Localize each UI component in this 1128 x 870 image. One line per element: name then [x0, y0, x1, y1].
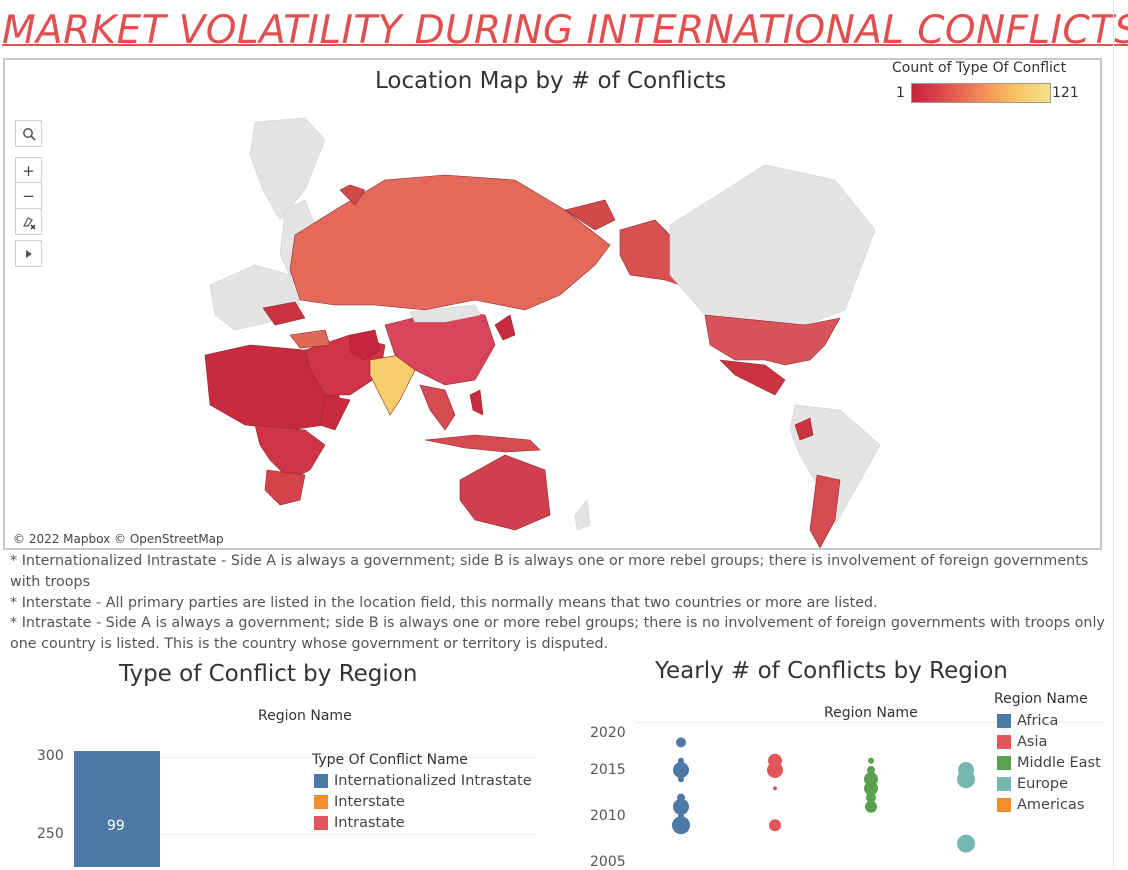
- scatter-chart-title: Yearly # of Conflicts by Region: [655, 658, 1008, 684]
- legend-label: Europe: [1017, 776, 1068, 792]
- russia: [289, 174, 611, 311]
- scatter-point-middle-east[interactable]: [865, 800, 877, 813]
- map-legend-title: Count of Type Of Conflict: [892, 60, 1067, 76]
- colombia: [794, 417, 814, 441]
- legend-swatch: [997, 735, 1011, 749]
- mongolia: [409, 304, 481, 323]
- legend-swatch: [997, 756, 1011, 770]
- legend-swatch: [314, 816, 328, 830]
- scatter-point-asia[interactable]: [773, 786, 777, 791]
- scatter-point-africa[interactable]: [676, 737, 686, 748]
- scatter-point-asia[interactable]: [767, 762, 783, 778]
- bar-column-header: Region Name: [258, 708, 352, 724]
- map-attribution[interactable]: © 2022 Mapbox © OpenStreetMap: [11, 532, 226, 546]
- gridline: [70, 834, 535, 835]
- bar-chart-title: Type of Conflict by Region: [119, 661, 418, 687]
- bar-data-label: 99: [107, 818, 125, 834]
- legend-label: Asia: [1017, 734, 1048, 750]
- scatter-point-middle-east[interactable]: [864, 781, 878, 796]
- scatter-point-africa[interactable]: [678, 826, 684, 833]
- horn-of-africa: [319, 394, 351, 431]
- page-title: MARKET VOLATILITY DURING INTERNATIONAL C…: [2, 8, 1128, 53]
- legend-swatch: [997, 777, 1011, 791]
- scatter-point-europe[interactable]: [957, 834, 975, 853]
- zoom-out-icon[interactable]: −: [15, 182, 42, 209]
- scatter-point-africa[interactable]: [673, 798, 689, 815]
- bar-legend-title: Type Of Conflict Name: [312, 752, 468, 768]
- y-tick-label: 2010: [590, 808, 626, 824]
- chukotka: [564, 199, 616, 231]
- legend-item-interstate[interactable]: Interstate: [314, 794, 405, 810]
- y-tick-label: 250: [37, 826, 64, 842]
- gridline: [636, 722, 1106, 723]
- legend-label: Interstate: [334, 794, 405, 810]
- legend-label: Middle East: [1017, 755, 1101, 771]
- legend-item-middle-east[interactable]: Middle East: [997, 755, 1101, 771]
- southern-africa: [264, 469, 306, 506]
- world-map[interactable]: [5, 60, 1100, 548]
- philippines: [469, 389, 484, 416]
- note-intrastate: * Intrastate - Side A is always a govern…: [10, 615, 1105, 653]
- legend-label: Americas: [1017, 797, 1085, 813]
- central-africa: [254, 424, 326, 481]
- scatter-point-africa[interactable]: [672, 816, 690, 835]
- definitions-notes: * Internationalized Intrastate - Side A …: [10, 551, 1108, 655]
- legend-label: Intrastate: [334, 815, 405, 831]
- australia: [459, 454, 551, 531]
- scatter-point-middle-east[interactable]: [868, 757, 874, 764]
- legend-swatch: [314, 795, 328, 809]
- bar-internationalized-intrastate[interactable]: [74, 750, 160, 867]
- zoom-in-icon[interactable]: +: [15, 157, 42, 184]
- divider: [1113, 0, 1114, 867]
- scatter-point-africa[interactable]: [673, 762, 689, 778]
- map-title: Location Map by # of Conflicts: [375, 68, 727, 94]
- pin-clear-icon[interactable]: [15, 208, 42, 235]
- play-icon[interactable]: [15, 240, 42, 267]
- scatter-column-header: Region Name: [824, 705, 918, 721]
- scatter-point-asia[interactable]: [769, 819, 781, 832]
- map-panel[interactable]: Location Map by # of Conflicts Count of …: [3, 58, 1102, 550]
- mexico: [719, 359, 786, 396]
- note-internationalized: * Internationalized Intrastate - Side A …: [10, 553, 1089, 590]
- southeast-asia: [419, 384, 456, 431]
- gridline: [70, 757, 535, 758]
- scatter-point-middle-east[interactable]: [866, 792, 876, 803]
- y-tick-label: 2015: [590, 762, 626, 778]
- scatter-point-europe[interactable]: [957, 770, 975, 789]
- arctic-islands: [339, 184, 366, 206]
- canada: [669, 164, 876, 326]
- ukraine: [262, 301, 306, 326]
- new-zealand: [574, 499, 591, 531]
- legend-item-africa[interactable]: Africa: [997, 713, 1058, 729]
- legend-label: Africa: [1017, 713, 1059, 729]
- legend-item-intrastate[interactable]: Intrastate: [314, 815, 405, 831]
- map-color-gradient: [911, 83, 1051, 103]
- usa: [704, 314, 841, 366]
- y-tick-label: 2020: [590, 725, 626, 741]
- map-legend-min: 1: [896, 85, 905, 101]
- greenland: [249, 117, 326, 221]
- legend-swatch: [997, 714, 1011, 728]
- scatter-plot-area: [672, 737, 975, 853]
- legend-swatch: [314, 774, 328, 788]
- search-icon[interactable]: [15, 120, 42, 147]
- legend-label: Internationalized Intrastate: [334, 773, 532, 789]
- argentina: [809, 474, 841, 548]
- japan: [494, 314, 516, 341]
- note-interstate: * Interstate - All primary parties are l…: [10, 594, 878, 611]
- legend-item-asia[interactable]: Asia: [997, 734, 1047, 750]
- turkey: [289, 329, 331, 349]
- indonesia: [424, 434, 541, 453]
- legend-swatch: [997, 798, 1011, 812]
- legend-item-americas[interactable]: Americas: [997, 797, 1084, 813]
- scatter-legend-title: Region Name: [994, 691, 1088, 707]
- legend-item-internationalized-intrastate[interactable]: Internationalized Intrastate: [314, 773, 532, 789]
- map-legend-max: 121: [1052, 85, 1079, 101]
- y-tick-label: 2005: [590, 854, 626, 870]
- legend-item-europe[interactable]: Europe: [997, 776, 1068, 792]
- scatter-point-middle-east[interactable]: [867, 766, 875, 774]
- scatter-point-africa[interactable]: [678, 776, 684, 783]
- y-tick-label: 300: [37, 748, 64, 764]
- pakistan: [349, 329, 381, 361]
